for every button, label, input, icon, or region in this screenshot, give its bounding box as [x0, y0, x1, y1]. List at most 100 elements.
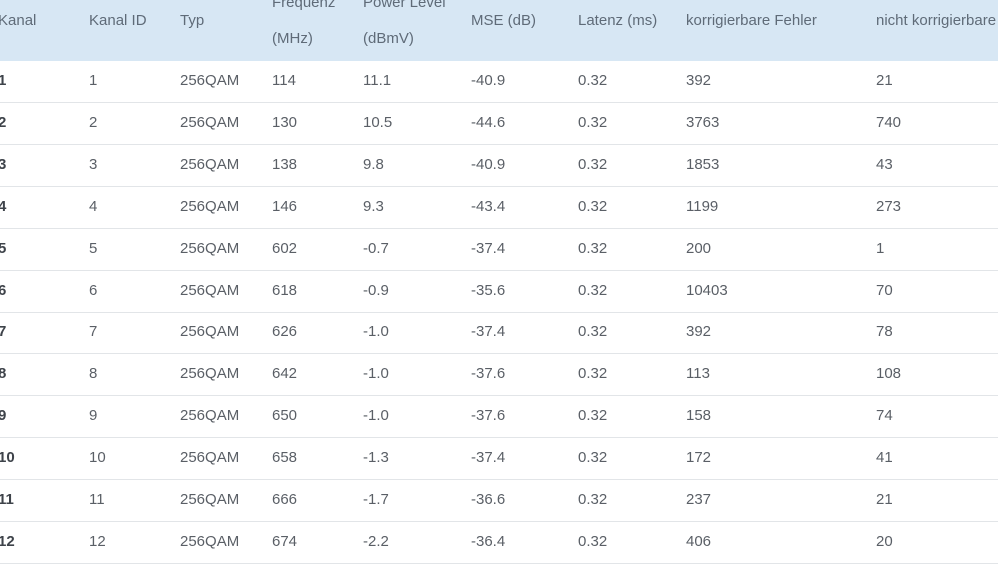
- table-cell: -1.7: [363, 491, 389, 508]
- table-cell: 10.5: [363, 113, 393, 131]
- table-cell: 256QAM: [180, 72, 240, 89]
- table-cell: 0.32: [578, 491, 608, 508]
- table-cell: 0.32: [578, 113, 608, 131]
- table-cell: 113: [686, 365, 710, 383]
- table-cell: 114: [272, 72, 296, 89]
- table-cell: 0.32: [578, 72, 608, 89]
- table-cell: 10: [0, 449, 15, 467]
- table-cell: 11.1: [363, 72, 392, 89]
- table-cell: 41: [876, 449, 893, 467]
- table-cell: -37.6: [471, 407, 506, 425]
- table-cell: 3: [89, 155, 98, 173]
- table-cell: 10403: [686, 281, 728, 299]
- row-divider: [0, 437, 998, 439]
- header-cell: Power Level: [363, 0, 446, 11]
- row-divider: [0, 479, 998, 481]
- table-cell: 650: [272, 407, 298, 425]
- table-cell: 200: [686, 239, 712, 257]
- table-cell: 4: [89, 197, 98, 215]
- row-divider: [0, 521, 998, 522]
- table-cell: 20: [876, 532, 893, 550]
- table-cell: 406: [686, 532, 712, 550]
- table-cell: 7: [89, 323, 98, 341]
- header-cell: Frequenz: [272, 0, 336, 11]
- table-cell: 256QAM: [180, 197, 240, 215]
- table-cell: 78: [876, 323, 893, 341]
- table-cell: 8: [0, 365, 7, 383]
- table-cell: 256QAM: [180, 532, 240, 550]
- table-cell: -35.6: [471, 281, 506, 299]
- table-cell: 138: [272, 155, 298, 173]
- table-cell: -44.6: [471, 113, 506, 131]
- table-cell: 256QAM: [180, 113, 240, 131]
- table-cell: 8: [89, 365, 98, 383]
- table-cell: 740: [876, 113, 902, 131]
- table-cell: 7: [0, 323, 7, 341]
- table-cell: 172: [686, 449, 712, 467]
- table-cell: 9.8: [363, 155, 384, 173]
- table-cell: -43.4: [471, 197, 506, 215]
- table-cell: 237: [686, 491, 712, 508]
- table-cell: 9: [0, 407, 7, 425]
- table-cell: 1: [89, 72, 98, 89]
- table-cell: 70: [876, 281, 893, 299]
- table-cell: -37.6: [471, 365, 506, 383]
- table-cell: -37.4: [471, 449, 506, 467]
- header-cell: Typ: [180, 12, 205, 29]
- table-cell: 256QAM: [180, 323, 240, 341]
- table-cell: 0.32: [578, 365, 608, 383]
- table-cell: 2: [89, 113, 98, 131]
- table-cell: 12: [89, 532, 106, 550]
- header-cell: Kanal: [0, 12, 37, 29]
- table-cell: 146: [272, 197, 298, 215]
- table-cell: 5: [0, 239, 7, 257]
- table-cell: 256QAM: [180, 365, 240, 383]
- table-cell: 256QAM: [180, 155, 240, 173]
- table-cell: -40.9: [471, 72, 506, 89]
- table-cell: 1: [876, 239, 885, 257]
- header-cell: Latenz (ms): [578, 12, 658, 29]
- table-cell: 626: [272, 323, 298, 341]
- table-header: [0, 0, 998, 61]
- table-cell: 11: [89, 491, 105, 508]
- table-cell: 9: [89, 407, 98, 425]
- row-divider: [0, 311, 998, 313]
- table-cell: 1853: [686, 155, 720, 173]
- table-cell: 256QAM: [180, 449, 240, 467]
- table-cell: -1.0: [363, 323, 389, 341]
- table-cell: 0.32: [578, 323, 608, 341]
- table-cell: -0.9: [363, 281, 389, 299]
- row-divider: [0, 227, 998, 229]
- table-cell: -37.4: [471, 239, 506, 257]
- header-cell: (dBmV): [363, 30, 414, 47]
- table-cell: -0.7: [363, 239, 389, 257]
- table-cell: 74: [876, 407, 893, 425]
- table-cell: 273: [876, 197, 902, 215]
- table-cell: 618: [272, 281, 298, 299]
- table-cell: -2.2: [363, 532, 389, 550]
- table-cell: 10: [89, 449, 106, 467]
- table-cell: 0.32: [578, 449, 608, 467]
- header-cell: MSE (dB): [471, 12, 537, 29]
- table-cell: 256QAM: [180, 491, 240, 508]
- table-cell: 108: [876, 365, 902, 383]
- header-cell: (MHz): [272, 30, 313, 47]
- header-cell: Kanal ID: [89, 12, 147, 29]
- table-cell: 158: [686, 407, 712, 425]
- table-cell: 1199: [686, 197, 719, 215]
- row-divider: [0, 395, 998, 397]
- row-divider: [0, 562, 998, 564]
- row-divider: [0, 185, 998, 187]
- table-cell: 0.32: [578, 532, 608, 550]
- table-cell: 602: [272, 239, 298, 257]
- table-cell: 6: [89, 281, 98, 299]
- table-cell: -40.9: [471, 155, 506, 173]
- table-cell: 0.32: [578, 281, 608, 299]
- table-cell: 1: [0, 72, 7, 89]
- table-cell: 0.32: [578, 407, 608, 425]
- table-cell: 12: [0, 532, 15, 550]
- row-divider: [0, 143, 998, 145]
- table-cell: 392: [686, 323, 712, 341]
- table-cell: 130: [272, 113, 298, 131]
